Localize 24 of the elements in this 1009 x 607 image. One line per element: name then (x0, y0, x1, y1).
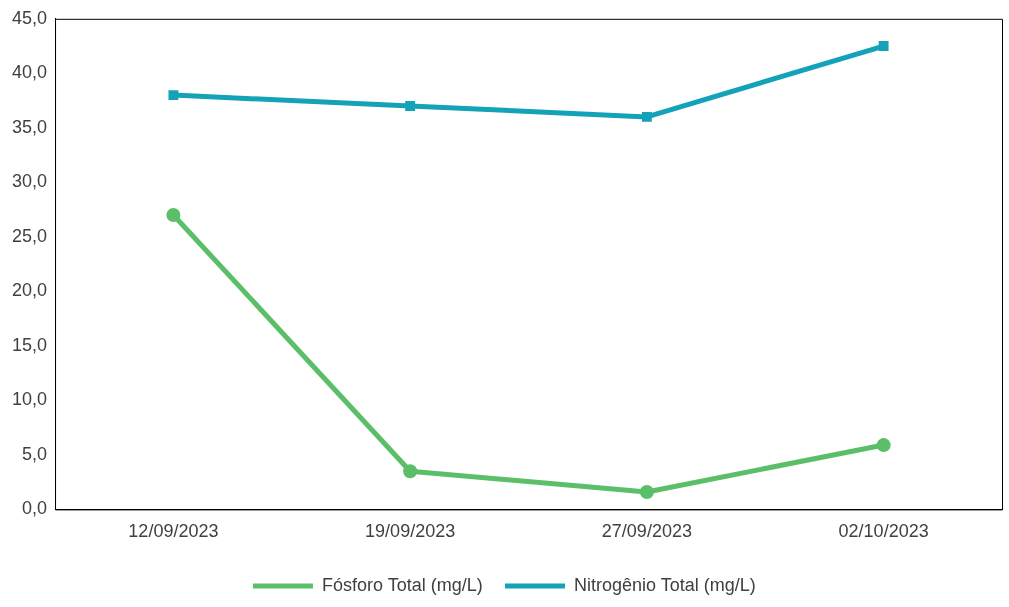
point (641, 111, 652, 122)
legend-label: Nitrogênio Total (mg/L) (573, 574, 756, 595)
y-tick-label: 5,0 (22, 443, 48, 464)
y-tick-label: 0,0 (22, 498, 48, 519)
point (405, 101, 416, 111)
point (639, 484, 654, 499)
y-tick-label: 30,0 (11, 171, 48, 192)
x-tick-label: 02/10/2023 (838, 521, 929, 542)
point (876, 438, 891, 453)
x-tick-label: 12/09/2023 (128, 521, 219, 542)
legend-label: Fósforo Total (mg/L) (321, 574, 483, 595)
x-tick-label: 27/09/2023 (601, 521, 692, 542)
point (878, 41, 889, 52)
point (166, 208, 181, 223)
y-tick-label: 15,0 (11, 334, 48, 355)
y-tick-label: 10,0 (11, 389, 48, 410)
y-tick-label: 40,0 (11, 62, 48, 83)
x-tick-label: 19/09/2023 (365, 521, 456, 542)
y-tick-label: 45,0 (11, 7, 48, 28)
y-tick-label: 20,0 (11, 280, 48, 301)
y-tick-label: 35,0 (11, 116, 48, 137)
point (403, 464, 418, 479)
y-tick-label: 25,0 (11, 225, 48, 246)
point (168, 90, 179, 101)
